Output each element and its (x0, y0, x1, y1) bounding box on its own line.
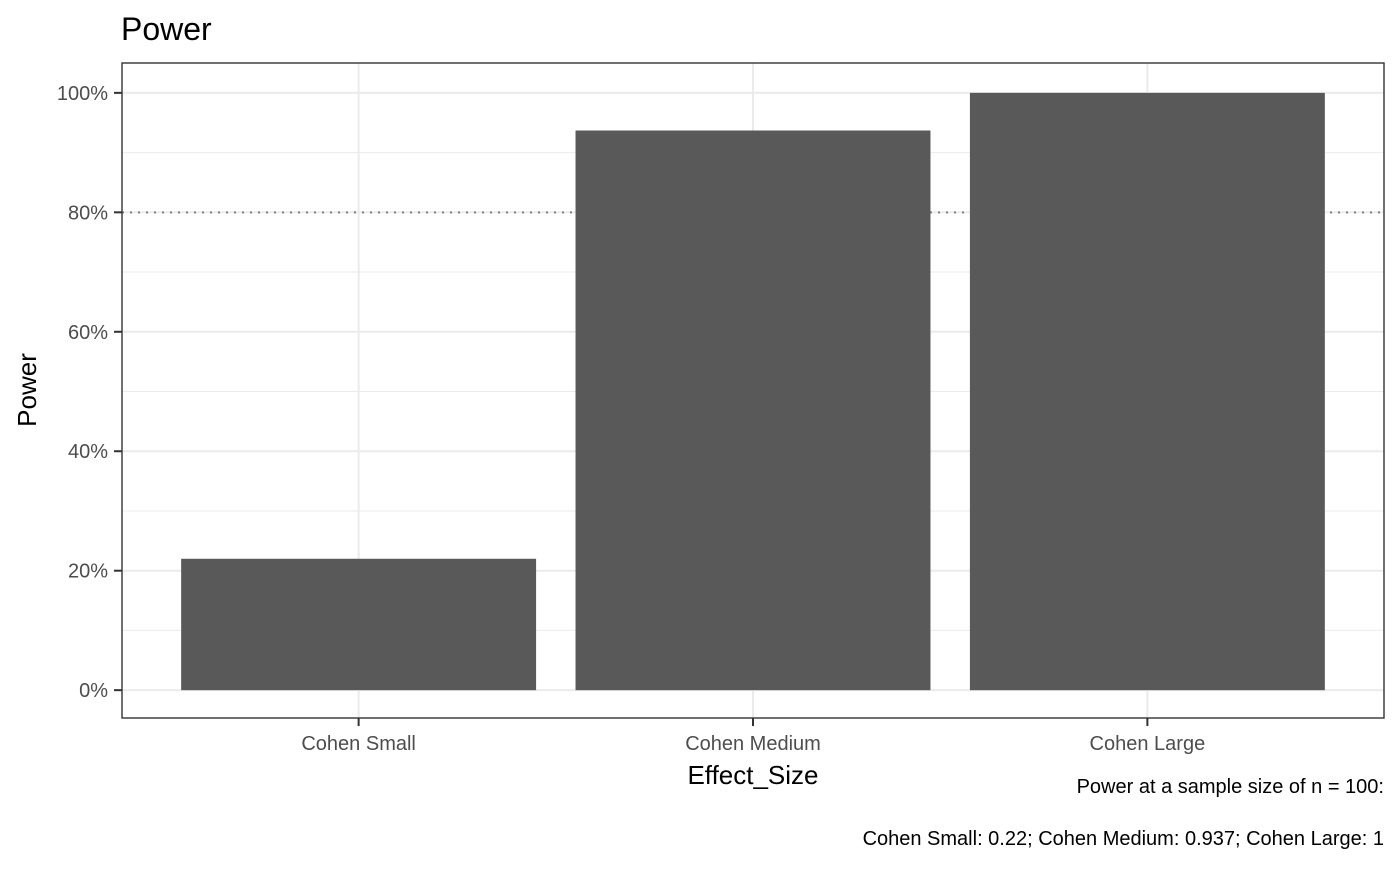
y-tick-label: 60% (68, 322, 108, 344)
bars (181, 92, 1325, 691)
y-tick-label: 80% (68, 202, 108, 224)
x-tick-label: Cohen Medium (685, 733, 821, 755)
x-axis: Cohen Small Cohen Medium Cohen Large (301, 718, 1205, 755)
caption-line-2: Cohen Small: 0.22; Cohen Medium: 0.937; … (863, 828, 1384, 850)
bar-cohen-large (969, 92, 1325, 691)
y-tick-label: 20% (68, 561, 108, 583)
chart-title: Power (121, 11, 212, 47)
y-tick-label: 0% (79, 680, 108, 702)
x-tick-label: Cohen Small (301, 733, 416, 755)
y-tick-label: 40% (68, 441, 108, 463)
y-axis-title: Power (12, 353, 42, 427)
y-axis: 0% 20% 40% 60% 80% 100% (57, 83, 122, 702)
y-tick-label: 100% (57, 83, 108, 105)
bar-cohen-small (181, 558, 537, 691)
x-tick-label: Cohen Large (1090, 733, 1206, 755)
caption-line-1: Power at a sample size of n = 100: (1077, 776, 1384, 798)
bar-cohen-medium (575, 130, 931, 691)
x-axis-title: Effect_Size (687, 760, 818, 790)
